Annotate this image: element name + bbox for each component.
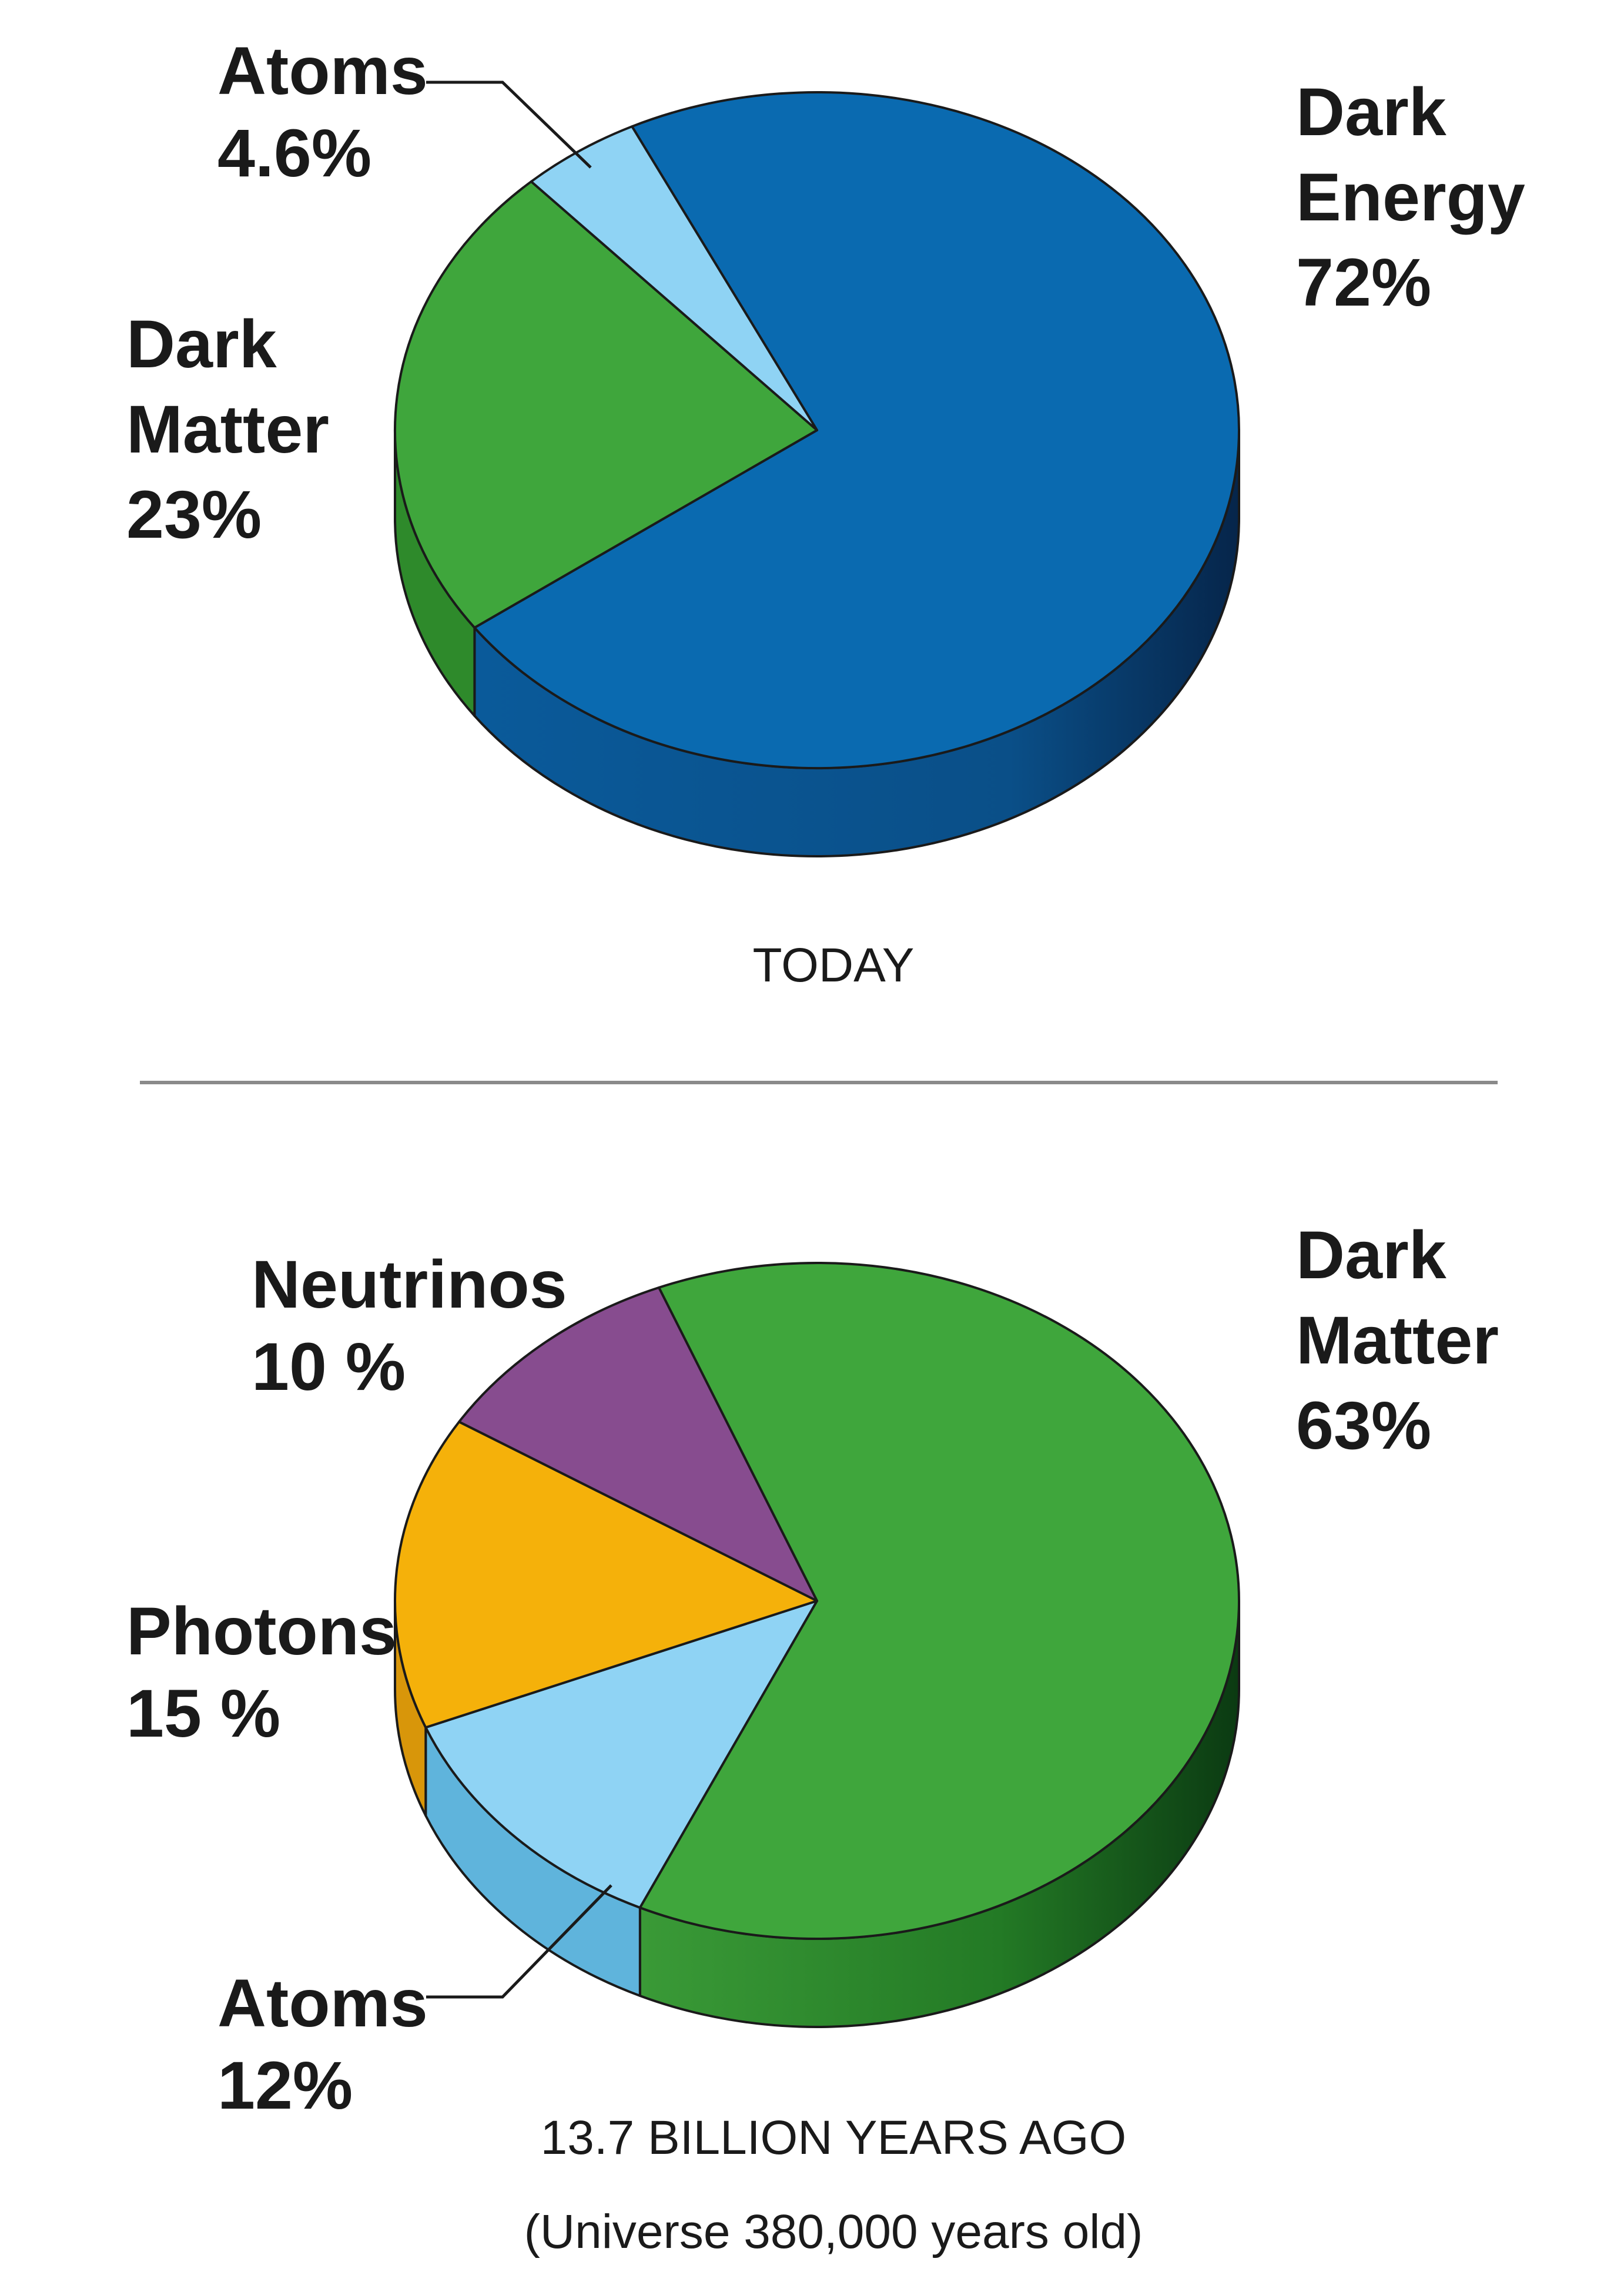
slice-atoms-today — [530, 125, 818, 431]
pie-today-labels: Atoms 4.6% Dark Energy 72% Dark Matter 2… — [126, 33, 1544, 552]
slice-neutrinos-early — [458, 1286, 818, 1602]
slice-dark-matter-today — [394, 180, 818, 629]
slice-dark-matter-early — [638, 1262, 1240, 1940]
pie-early-slices — [394, 1262, 1240, 1940]
caption-early-line-1: 13.7 BILLION YEARS AGO — [541, 2111, 1127, 2164]
leader-line-atoms-early — [426, 1884, 612, 1999]
slice-photons-early — [394, 1420, 818, 1729]
pie-today-slices — [394, 91, 1240, 769]
slice-label-dark-energy: Dark Energy 72% — [1296, 75, 1544, 320]
pie-early-labels: Dark Matter 63% Neutrinos 10 % Photons 1… — [126, 1218, 1518, 2123]
slice-dark-energy-today — [473, 91, 1240, 769]
slice-label-atoms-early: Atoms 12% — [217, 1966, 447, 2123]
slice-label-photons: Photons 15 % — [126, 1594, 416, 1751]
caption-today: TODAY — [753, 939, 915, 992]
slice-label-atoms: Atoms 4.6% — [217, 33, 447, 191]
caption-early-line-2: (Universe 380,000 years old) — [524, 2205, 1143, 2259]
leader-line-atoms-today — [426, 81, 592, 169]
slice-atoms-early — [424, 1600, 818, 1909]
slice-label-neutrinos: Neutrinos 10 % — [252, 1247, 586, 1405]
slice-label-dark-matter-early: Dark Matter 63% — [1296, 1218, 1518, 1463]
slice-label-dark-matter: Dark Matter 23% — [126, 307, 348, 552]
pie-chart-today: Atoms 4.6% Dark Energy 72% Dark Matter 2… — [126, 33, 1544, 992]
pie-chart-early-universe: Dark Matter 63% Neutrinos 10 % Photons 1… — [126, 1218, 1518, 2259]
